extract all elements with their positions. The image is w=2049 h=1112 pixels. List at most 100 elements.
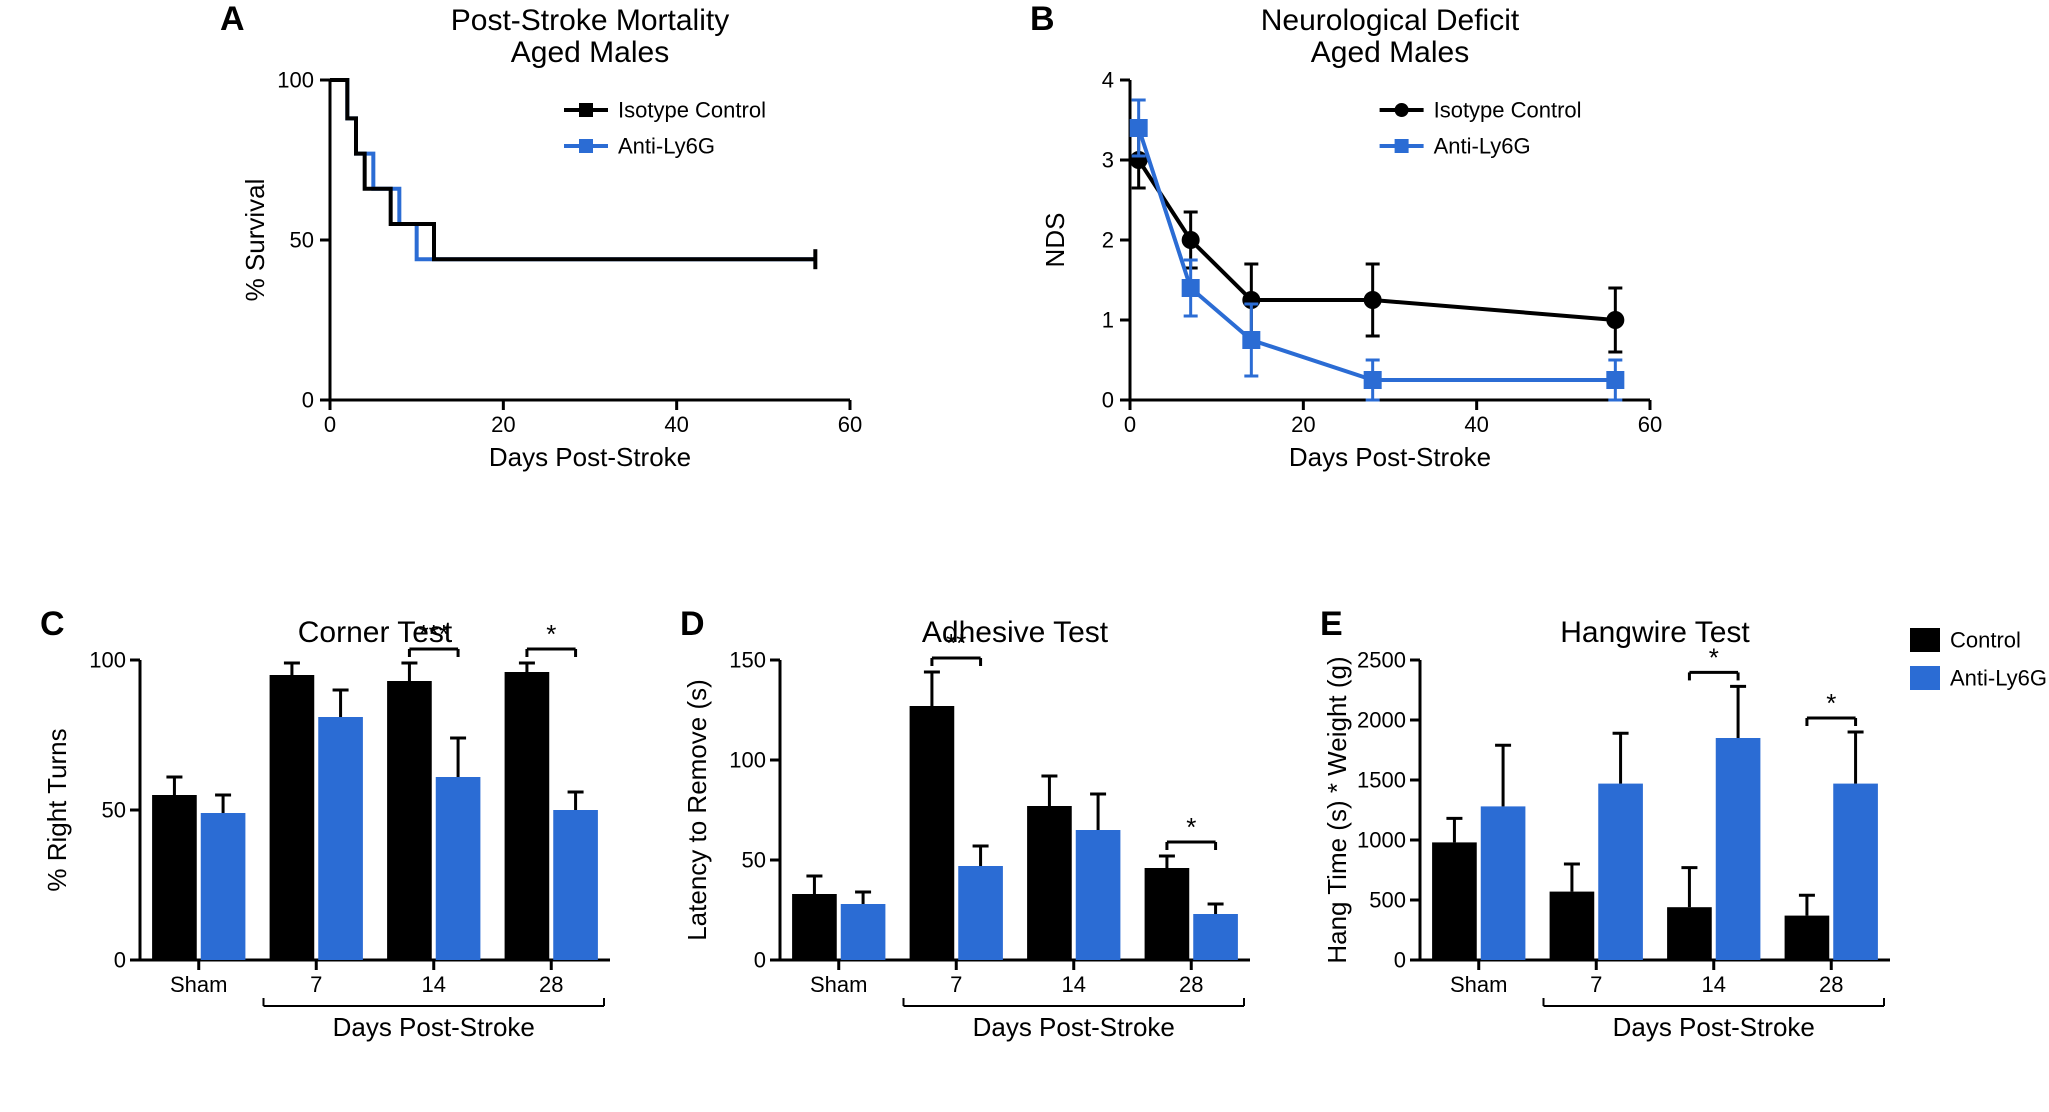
bar-control (1667, 907, 1712, 960)
bar-control (1432, 842, 1477, 960)
svg-text:14: 14 (1702, 972, 1726, 997)
svg-text:Hang Time (s) * Weight (g): Hang Time (s) * Weight (g) (1322, 656, 1352, 963)
bar-control (1027, 806, 1072, 960)
svg-text:B: B (1030, 0, 1055, 38)
bar-control (505, 672, 550, 960)
svg-text:% Right Turns: % Right Turns (42, 728, 72, 891)
svg-text:28: 28 (1179, 972, 1203, 997)
svg-text:Isotype Control: Isotype Control (1434, 98, 1582, 123)
bar-control (1550, 892, 1595, 960)
bar-treatment (1598, 784, 1643, 960)
svg-text:20: 20 (491, 412, 515, 437)
svg-text:Anti-Ly6G: Anti-Ly6G (1950, 666, 2047, 691)
svg-text:20: 20 (1291, 412, 1315, 437)
svg-text:Sham: Sham (170, 972, 227, 997)
svg-text:Days Post-Stroke: Days Post-Stroke (1289, 442, 1491, 472)
bar-control (270, 675, 315, 960)
bar-treatment (1076, 830, 1121, 960)
svg-text:0: 0 (324, 412, 336, 437)
svg-text:Days Post-Stroke: Days Post-Stroke (333, 1012, 535, 1042)
svg-text:Aged Males: Aged Males (1311, 36, 1469, 69)
svg-text:*: * (1186, 812, 1196, 842)
bar-control (792, 894, 837, 960)
svg-text:Anti-Ly6G: Anti-Ly6G (1434, 134, 1531, 159)
bar-treatment (958, 866, 1003, 960)
bottom-legend: Control Anti-Ly6G (1910, 628, 2047, 691)
panel-b: B Neurological DeficitAged Males 0 20 40 60 0 1… (1030, 0, 1662, 472)
svg-text:500: 500 (1369, 888, 1406, 913)
svg-text:0: 0 (1394, 948, 1406, 973)
svg-text:0: 0 (302, 388, 314, 413)
svg-text:1000: 1000 (1357, 828, 1406, 853)
svg-text:7: 7 (950, 972, 962, 997)
svg-text:150: 150 (729, 648, 766, 673)
panel-c: CCorner Test050100Sham71428****Days Post… (40, 605, 610, 1042)
svg-text:Hangwire Test: Hangwire Test (1560, 616, 1750, 649)
svg-text:14: 14 (1062, 972, 1086, 997)
bar-control (1145, 868, 1190, 960)
bar-treatment (201, 813, 246, 960)
svg-text:Sham: Sham (810, 972, 867, 997)
svg-text:50: 50 (102, 798, 126, 823)
svg-text:50: 50 (742, 848, 766, 873)
svg-text:60: 60 (1638, 412, 1662, 437)
svg-text:Days Post-Stroke: Days Post-Stroke (489, 442, 691, 472)
panel-e: E Hangwire Test 0 500 1000 1500 2000 2500 Sham 7 1… (1320, 605, 1890, 1042)
svg-text:28: 28 (1819, 972, 1843, 997)
svg-text:Aged Males: Aged Males (511, 36, 669, 69)
svg-text:100: 100 (89, 648, 126, 673)
svg-text:Isotype Control: Isotype Control (618, 98, 766, 123)
bar-treatment (1716, 738, 1761, 960)
bar-control (152, 795, 197, 960)
svg-text:*: * (1709, 642, 1719, 672)
svg-text:0: 0 (114, 948, 126, 973)
svg-text:3: 3 (1102, 148, 1114, 173)
svg-text:Post-Stroke Mortality: Post-Stroke Mortality (451, 4, 729, 37)
svg-text:50: 50 (290, 228, 314, 253)
svg-text:A: A (220, 0, 245, 38)
panel-a: APost-Stroke MortalityAged Males02040600… (220, 0, 862, 472)
figure-root: APost-Stroke MortalityAged Males02040600… (0, 0, 2049, 1112)
bar-treatment (553, 810, 598, 960)
bar-treatment (1193, 914, 1238, 960)
svg-text:Anti-Ly6G: Anti-Ly6G (618, 134, 715, 159)
bar-treatment (1833, 784, 1878, 960)
svg-text:Control: Control (1950, 628, 2021, 653)
svg-text:2500: 2500 (1357, 648, 1406, 673)
figure-svg: APost-Stroke MortalityAged Males02040600… (0, 0, 2049, 1112)
svg-text:14: 14 (422, 972, 446, 997)
svg-text:0: 0 (754, 948, 766, 973)
svg-text:7: 7 (1590, 972, 1602, 997)
svg-text:2: 2 (1102, 228, 1114, 253)
svg-text:D: D (680, 605, 705, 643)
svg-text:% Survival: % Survival (240, 179, 270, 302)
bar-treatment (436, 777, 481, 960)
svg-text:Sham: Sham (1450, 972, 1507, 997)
svg-text:Latency to Remove (s): Latency to Remove (s) (682, 679, 712, 941)
svg-text:40: 40 (1464, 412, 1488, 437)
svg-text:Days Post-Stroke: Days Post-Stroke (973, 1012, 1175, 1042)
svg-text:E: E (1320, 605, 1343, 643)
svg-text:NDS: NDS (1040, 213, 1070, 268)
svg-text:28: 28 (539, 972, 563, 997)
svg-text:1500: 1500 (1357, 768, 1406, 793)
svg-text:*: * (1826, 688, 1836, 718)
svg-text:Days Post-Stroke: Days Post-Stroke (1613, 1012, 1815, 1042)
svg-text:Neurological Deficit: Neurological Deficit (1261, 4, 1520, 37)
svg-text:100: 100 (277, 68, 314, 93)
svg-text:1: 1 (1102, 308, 1114, 333)
svg-text:7: 7 (310, 972, 322, 997)
svg-text:100: 100 (729, 748, 766, 773)
panel-d: DAdhesive Test050100150Sham71428***Days … (680, 605, 1250, 1042)
svg-text:C: C (40, 605, 65, 643)
bar-control (910, 706, 955, 960)
svg-text:**: ** (946, 628, 966, 658)
svg-text:60: 60 (838, 412, 862, 437)
svg-text:0: 0 (1102, 388, 1114, 413)
bar-treatment (1481, 806, 1526, 960)
bar-control (1785, 916, 1830, 960)
svg-text:2000: 2000 (1357, 708, 1406, 733)
svg-text:0: 0 (1124, 412, 1136, 437)
svg-text:***: *** (419, 619, 449, 649)
svg-text:*: * (546, 619, 556, 649)
